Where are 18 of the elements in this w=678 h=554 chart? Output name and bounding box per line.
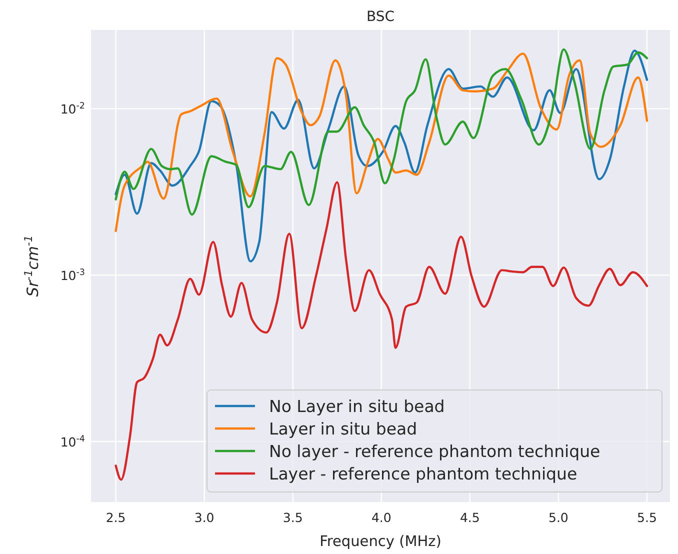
x-tick-label: 5.0: [548, 510, 568, 525]
y-tick-label: 10$^{-3}$: [60, 268, 85, 284]
legend-label: No layer - reference phantom technique: [269, 442, 600, 461]
legend-label: Layer in situ bead: [269, 420, 418, 438]
y-tick-label: 10$^{-4}$: [60, 434, 86, 450]
x-tick-label: 2.5: [106, 510, 126, 525]
x-tick-label: 4.5: [460, 510, 480, 525]
x-tick-label: 4.0: [371, 510, 392, 525]
x-tick-label: 3.5: [282, 510, 303, 525]
y-tick-label: 10$^{-2}$: [60, 102, 85, 117]
x-axis-title: Frequency (MHz): [320, 534, 442, 550]
legend-label: Layer - reference phantom technique: [269, 464, 578, 484]
x-tick-label: 5.5: [637, 510, 657, 525]
line-series: [114, 50, 648, 262]
chart-title: BSC: [366, 9, 395, 25]
x-tick-label: 3.0: [194, 510, 214, 525]
line-series: [114, 181, 648, 481]
legend-label: No Layer in situ bead: [269, 397, 445, 416]
